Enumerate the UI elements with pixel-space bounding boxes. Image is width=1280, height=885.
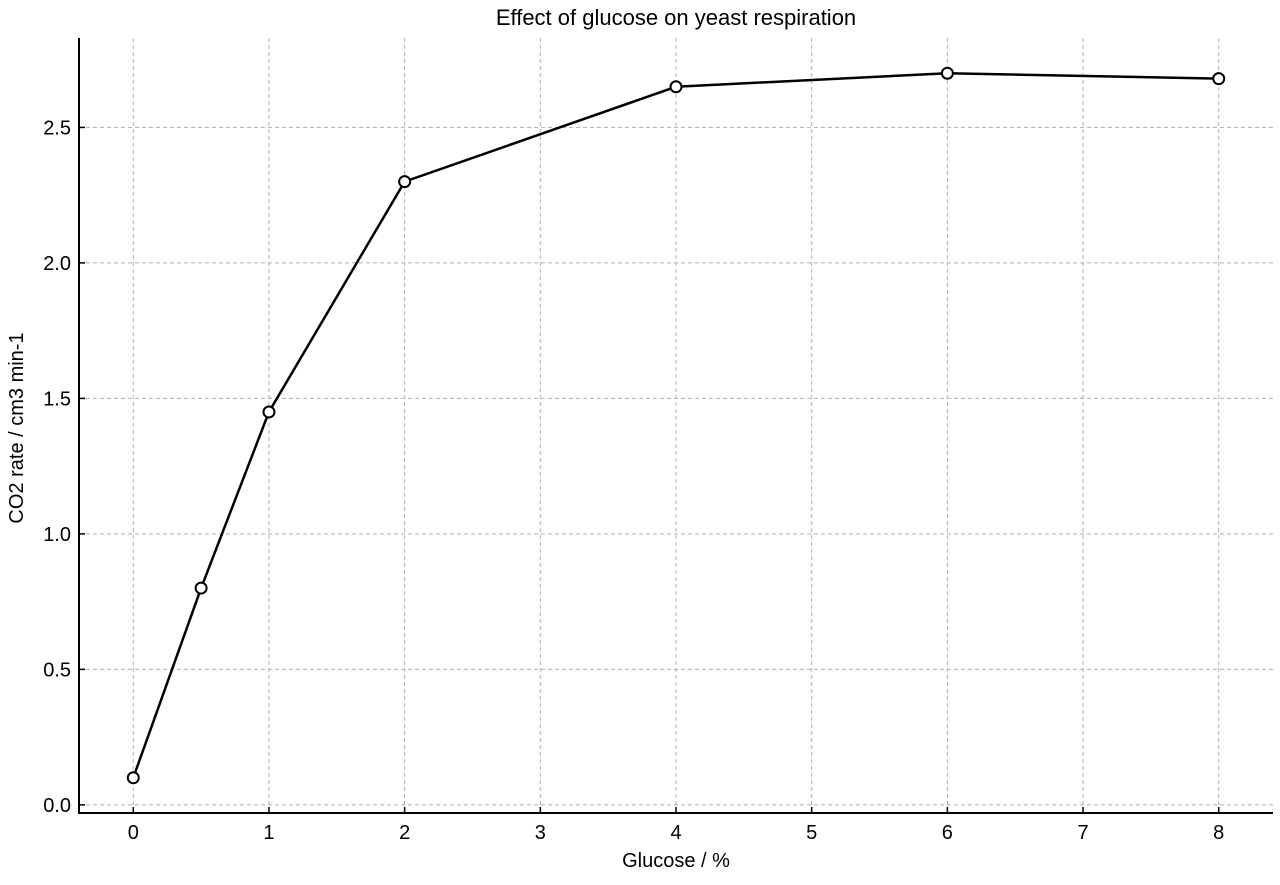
x-tick-label: 3 — [535, 822, 546, 844]
x-tick-label: 6 — [942, 822, 953, 844]
data-point — [262, 405, 276, 419]
y-tick-label: 0.0 — [43, 795, 71, 817]
chart-title: Effect of glucose on yeast respiration — [496, 5, 856, 30]
y-tick-label: 1.5 — [43, 388, 71, 410]
y-tick-label: 2.0 — [43, 253, 71, 275]
data-point — [194, 581, 208, 595]
data-point — [398, 175, 412, 189]
x-tick-label: 2 — [399, 822, 410, 844]
data-point — [1212, 72, 1226, 86]
x-tick-label: 8 — [1213, 822, 1224, 844]
series — [126, 66, 1226, 785]
x-tick-label: 1 — [263, 822, 274, 844]
x-tick-label: 4 — [670, 822, 681, 844]
ticks: 0 1 2 3 4 5 6 7 8 0.0 0.5 1.0 1.5 2.0 2.5 — [43, 117, 1224, 844]
y-tick-label: 1.0 — [43, 524, 71, 546]
x-tick-label: 7 — [1077, 822, 1088, 844]
data-point — [940, 66, 954, 80]
x-tick-label: 5 — [806, 822, 817, 844]
x-axis-label: Glucose / % — [622, 850, 730, 872]
y-tick-label: 2.5 — [43, 117, 71, 139]
data-point — [669, 80, 683, 94]
x-tick-label: 0 — [128, 822, 139, 844]
y-axis-label: CO2 rate / cm3 min-1 — [6, 332, 28, 523]
data-point — [126, 771, 140, 785]
y-tick-label: 0.5 — [43, 659, 71, 681]
grid — [79, 38, 1273, 813]
